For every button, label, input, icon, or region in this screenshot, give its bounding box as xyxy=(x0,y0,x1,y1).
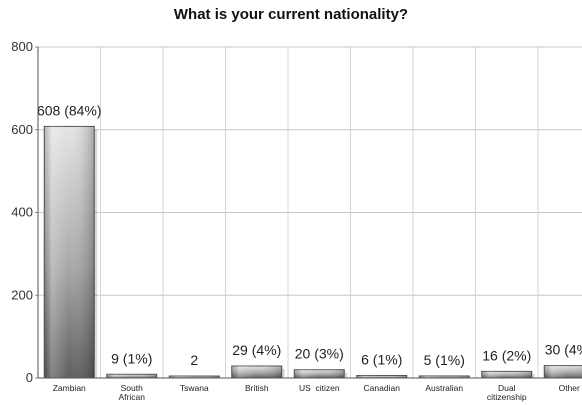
chart-title: What is your current nationality? xyxy=(173,6,409,23)
bar-shading xyxy=(544,365,582,378)
data-label: 9 (1%) xyxy=(111,350,152,366)
data-label: 5 (1%) xyxy=(424,352,465,368)
x-tick-label: US citizen xyxy=(299,383,340,393)
data-label: 29 (4%) xyxy=(232,342,281,358)
data-label: 20 (3%) xyxy=(295,346,344,362)
bar-shading xyxy=(106,374,157,378)
x-tick-label: Tswana xyxy=(180,383,209,393)
bar-shading xyxy=(356,375,407,378)
y-tick-label: 200 xyxy=(11,287,33,302)
x-tick-label: Canadian xyxy=(364,383,401,393)
x-tick-label: British xyxy=(245,383,269,393)
data-label: 2 xyxy=(190,352,198,368)
bar-shading xyxy=(294,369,345,378)
bar-shading xyxy=(44,126,95,378)
y-tick-label: 800 xyxy=(11,39,33,54)
axes xyxy=(37,47,582,379)
data-label: 608 (84%) xyxy=(37,102,102,118)
y-tick-label: 600 xyxy=(11,122,33,137)
x-tick-label: Dual xyxy=(498,383,516,393)
bar-shading xyxy=(169,376,220,378)
data-label: 16 (2%) xyxy=(482,347,531,363)
data-labels: 608 (84%) 9 (1%) 2 29 (4%) 20 (3%) 6 (1%) 5 (1… xyxy=(37,102,582,368)
bar-shading xyxy=(419,375,470,378)
bars xyxy=(43,125,582,379)
y-tick-label: 0 xyxy=(26,370,33,385)
data-label: 6 (1%) xyxy=(361,352,402,368)
x-tick-label: South xyxy=(121,383,143,393)
x-tick-label: Australian xyxy=(425,383,463,393)
x-tick-label: Zambian xyxy=(53,383,86,393)
x-tick-label: Other xyxy=(559,383,580,393)
data-label: 30 (4%) xyxy=(545,342,582,358)
x-tick-label: citizenship xyxy=(487,392,527,402)
bar-shading xyxy=(481,371,532,378)
y-axis-ticks: 0 200 400 600 800 xyxy=(11,39,38,385)
bar-shading xyxy=(231,366,282,378)
gridlines xyxy=(38,46,582,379)
x-tick-label: African xyxy=(119,392,146,402)
y-tick-label: 400 xyxy=(11,205,33,220)
